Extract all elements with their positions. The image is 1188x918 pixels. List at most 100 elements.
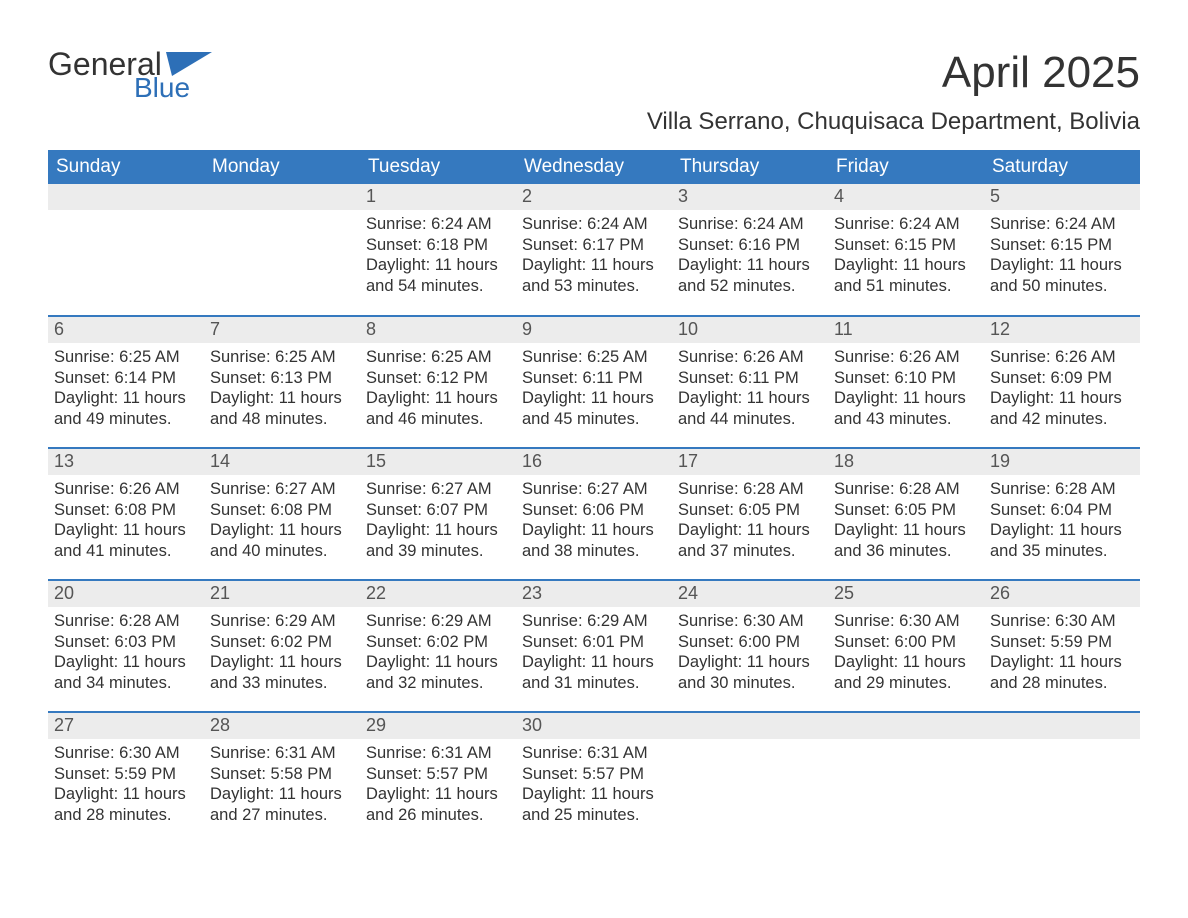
sunset-text: Sunset: 6:16 PM	[678, 235, 822, 256]
sunrise-text: Sunrise: 6:31 AM	[522, 743, 666, 764]
daylight-text-1: Daylight: 11 hours	[834, 388, 978, 409]
day-data: Sunrise: 6:30 AMSunset: 5:59 PMDaylight:…	[48, 739, 204, 830]
daylight-text-1: Daylight: 11 hours	[678, 388, 822, 409]
sunset-text: Sunset: 6:05 PM	[678, 500, 822, 521]
daylight-text-2: and 50 minutes.	[990, 276, 1134, 297]
day-data: Sunrise: 6:27 AMSunset: 6:08 PMDaylight:…	[204, 475, 360, 566]
logo: General Blue	[48, 48, 214, 102]
day-data: Sunrise: 6:24 AMSunset: 6:18 PMDaylight:…	[360, 210, 516, 301]
day-data: Sunrise: 6:31 AMSunset: 5:58 PMDaylight:…	[204, 739, 360, 830]
day-number: 4	[828, 184, 984, 210]
day-data: Sunrise: 6:24 AMSunset: 6:17 PMDaylight:…	[516, 210, 672, 301]
calendar-cell: 3Sunrise: 6:24 AMSunset: 6:16 PMDaylight…	[672, 184, 828, 316]
sunrise-text: Sunrise: 6:25 AM	[366, 347, 510, 368]
calendar-cell: 1Sunrise: 6:24 AMSunset: 6:18 PMDaylight…	[360, 184, 516, 316]
daylight-text-2: and 35 minutes.	[990, 541, 1134, 562]
daylight-text-1: Daylight: 11 hours	[522, 784, 666, 805]
calendar-cell: 13Sunrise: 6:26 AMSunset: 6:08 PMDayligh…	[48, 448, 204, 580]
daylight-text-1: Daylight: 11 hours	[990, 388, 1134, 409]
daylight-text-2: and 28 minutes.	[54, 805, 198, 826]
day-data: Sunrise: 6:29 AMSunset: 6:02 PMDaylight:…	[204, 607, 360, 698]
sunset-text: Sunset: 6:14 PM	[54, 368, 198, 389]
day-data: Sunrise: 6:28 AMSunset: 6:03 PMDaylight:…	[48, 607, 204, 698]
day-header: Tuesday	[360, 150, 516, 184]
daylight-text-2: and 48 minutes.	[210, 409, 354, 430]
calendar-page: General Blue April 2025 Villa Serrano, C…	[0, 0, 1188, 884]
calendar-week-row: 1Sunrise: 6:24 AMSunset: 6:18 PMDaylight…	[48, 184, 1140, 316]
day-data: Sunrise: 6:24 AMSunset: 6:16 PMDaylight:…	[672, 210, 828, 301]
day-number: 29	[360, 713, 516, 739]
calendar-cell: 17Sunrise: 6:28 AMSunset: 6:05 PMDayligh…	[672, 448, 828, 580]
day-data: Sunrise: 6:24 AMSunset: 6:15 PMDaylight:…	[828, 210, 984, 301]
day-data: Sunrise: 6:28 AMSunset: 6:04 PMDaylight:…	[984, 475, 1140, 566]
calendar-cell: 4Sunrise: 6:24 AMSunset: 6:15 PMDaylight…	[828, 184, 984, 316]
sunrise-text: Sunrise: 6:30 AM	[54, 743, 198, 764]
day-data: Sunrise: 6:26 AMSunset: 6:10 PMDaylight:…	[828, 343, 984, 434]
calendar-cell	[984, 712, 1140, 844]
day-data: Sunrise: 6:29 AMSunset: 6:01 PMDaylight:…	[516, 607, 672, 698]
day-data: Sunrise: 6:26 AMSunset: 6:08 PMDaylight:…	[48, 475, 204, 566]
daylight-text-1: Daylight: 11 hours	[990, 652, 1134, 673]
sunrise-text: Sunrise: 6:27 AM	[366, 479, 510, 500]
daylight-text-1: Daylight: 11 hours	[366, 255, 510, 276]
sunrise-text: Sunrise: 6:24 AM	[366, 214, 510, 235]
daylight-text-2: and 37 minutes.	[678, 541, 822, 562]
day-header: Sunday	[48, 150, 204, 184]
sunset-text: Sunset: 5:57 PM	[366, 764, 510, 785]
calendar-cell: 2Sunrise: 6:24 AMSunset: 6:17 PMDaylight…	[516, 184, 672, 316]
calendar-table: SundayMondayTuesdayWednesdayThursdayFrid…	[48, 150, 1140, 844]
day-data: Sunrise: 6:27 AMSunset: 6:06 PMDaylight:…	[516, 475, 672, 566]
sunrise-text: Sunrise: 6:28 AM	[834, 479, 978, 500]
calendar-cell: 26Sunrise: 6:30 AMSunset: 5:59 PMDayligh…	[984, 580, 1140, 712]
daylight-text-1: Daylight: 11 hours	[210, 388, 354, 409]
location-subtitle: Villa Serrano, Chuquisaca Department, Bo…	[48, 108, 1140, 136]
sunrise-text: Sunrise: 6:29 AM	[366, 611, 510, 632]
sunset-text: Sunset: 6:11 PM	[522, 368, 666, 389]
day-number: 24	[672, 581, 828, 607]
day-number: 26	[984, 581, 1140, 607]
day-data: Sunrise: 6:28 AMSunset: 6:05 PMDaylight:…	[828, 475, 984, 566]
day-number: 13	[48, 449, 204, 475]
daylight-text-1: Daylight: 11 hours	[834, 520, 978, 541]
daylight-text-1: Daylight: 11 hours	[366, 784, 510, 805]
day-number: 14	[204, 449, 360, 475]
calendar-cell: 15Sunrise: 6:27 AMSunset: 6:07 PMDayligh…	[360, 448, 516, 580]
daylight-text-1: Daylight: 11 hours	[834, 255, 978, 276]
page-header: General Blue April 2025	[48, 48, 1140, 102]
day-number: 30	[516, 713, 672, 739]
daylight-text-1: Daylight: 11 hours	[522, 388, 666, 409]
sunset-text: Sunset: 6:15 PM	[834, 235, 978, 256]
daylight-text-1: Daylight: 11 hours	[522, 255, 666, 276]
daylight-text-2: and 29 minutes.	[834, 673, 978, 694]
day-header: Thursday	[672, 150, 828, 184]
day-data: Sunrise: 6:25 AMSunset: 6:11 PMDaylight:…	[516, 343, 672, 434]
calendar-cell: 8Sunrise: 6:25 AMSunset: 6:12 PMDaylight…	[360, 316, 516, 448]
sunrise-text: Sunrise: 6:26 AM	[54, 479, 198, 500]
day-number: 17	[672, 449, 828, 475]
calendar-cell: 21Sunrise: 6:29 AMSunset: 6:02 PMDayligh…	[204, 580, 360, 712]
calendar-cell: 5Sunrise: 6:24 AMSunset: 6:15 PMDaylight…	[984, 184, 1140, 316]
day-number: 10	[672, 317, 828, 343]
day-number: 22	[360, 581, 516, 607]
daylight-text-1: Daylight: 11 hours	[522, 652, 666, 673]
day-number: 15	[360, 449, 516, 475]
day-number: 28	[204, 713, 360, 739]
sunset-text: Sunset: 6:10 PM	[834, 368, 978, 389]
day-data: Sunrise: 6:31 AMSunset: 5:57 PMDaylight:…	[360, 739, 516, 830]
calendar-week-row: 27Sunrise: 6:30 AMSunset: 5:59 PMDayligh…	[48, 712, 1140, 844]
sunset-text: Sunset: 5:57 PM	[522, 764, 666, 785]
calendar-cell	[48, 184, 204, 316]
sunrise-text: Sunrise: 6:30 AM	[678, 611, 822, 632]
day-number: 12	[984, 317, 1140, 343]
day-data: Sunrise: 6:25 AMSunset: 6:13 PMDaylight:…	[204, 343, 360, 434]
sunrise-text: Sunrise: 6:25 AM	[522, 347, 666, 368]
sunrise-text: Sunrise: 6:29 AM	[210, 611, 354, 632]
daylight-text-2: and 44 minutes.	[678, 409, 822, 430]
sunset-text: Sunset: 6:09 PM	[990, 368, 1134, 389]
calendar-cell	[672, 712, 828, 844]
daylight-text-1: Daylight: 11 hours	[678, 520, 822, 541]
calendar-cell: 19Sunrise: 6:28 AMSunset: 6:04 PMDayligh…	[984, 448, 1140, 580]
day-number	[984, 713, 1140, 739]
day-number	[48, 184, 204, 210]
daylight-text-2: and 39 minutes.	[366, 541, 510, 562]
